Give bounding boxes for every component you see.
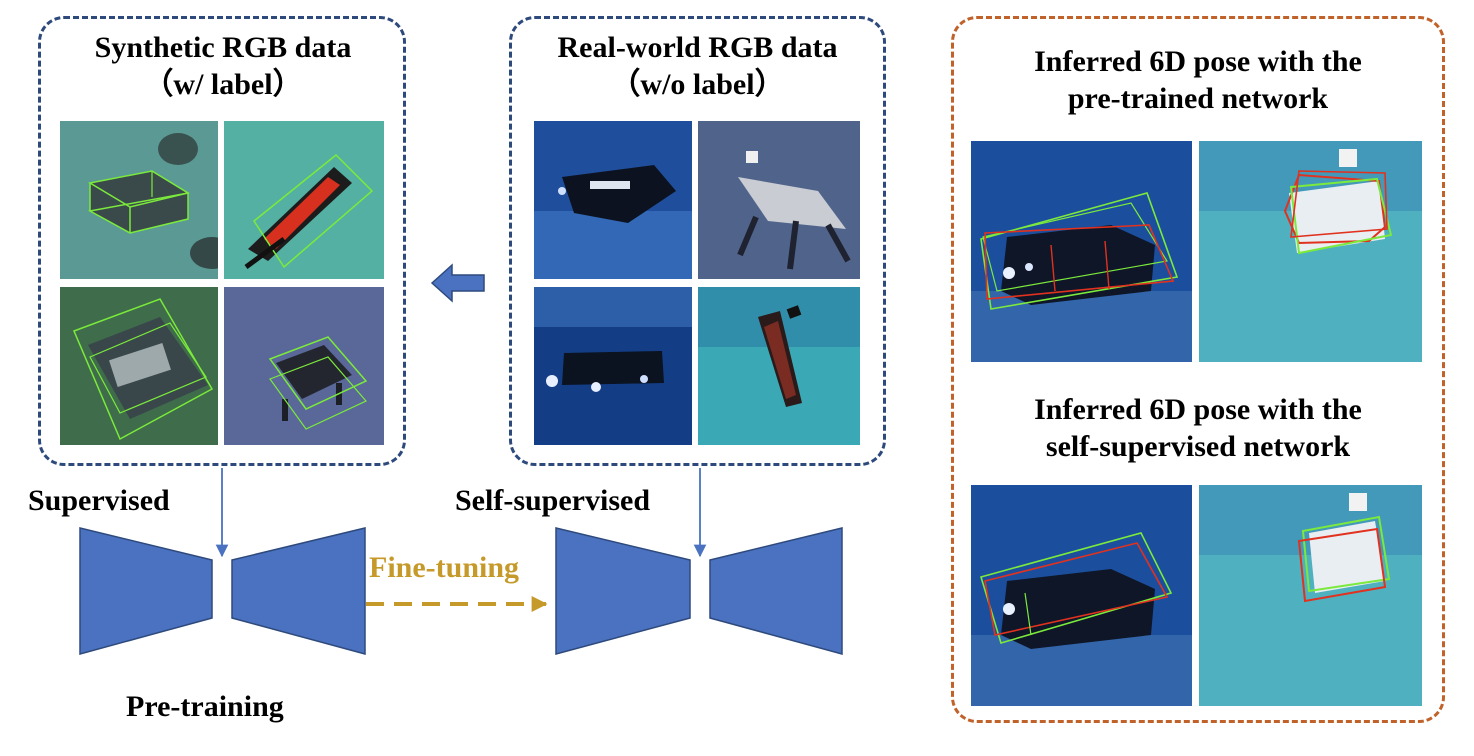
selfsup-title-line2: self-supervised network [1045, 429, 1351, 463]
real-image-4 [698, 287, 860, 445]
pretrained-title-line2: pre-trained network [1067, 81, 1329, 115]
real-data-box [509, 16, 886, 466]
decoder-right [709, 527, 843, 655]
encoder-left [79, 527, 213, 655]
encoder-right [555, 527, 691, 655]
selfsup-title-line1: Inferred 6D pose with the [1034, 393, 1362, 426]
synthetic-image-4 [224, 287, 384, 445]
synthetic-image-3 [60, 287, 218, 445]
real-title-line2: （w/o label） [610, 67, 785, 101]
pretrained-title-line1: Inferred 6D pose with the [1034, 45, 1362, 78]
synthetic-title-line2: （w/ label） [143, 67, 303, 101]
pre-training-label: Pre-training [126, 690, 284, 723]
synthetic-image-1 [60, 121, 218, 279]
self-supervised-label: Self-supervised [455, 484, 650, 517]
real-image-2 [698, 121, 860, 279]
selfsup-image-2 [1199, 485, 1422, 706]
real-title-line1: Real-world RGB data [557, 31, 838, 64]
pretrained-image-2 [1199, 141, 1422, 362]
pretrained-title: Inferred 6D pose with the pre-trained ne… [951, 44, 1445, 117]
real-title: Real-world RGB data （w/o label） [509, 30, 886, 103]
transfer-arrow-icon [430, 263, 485, 303]
synthetic-image-2 [224, 121, 384, 279]
real-image-1 [534, 121, 692, 279]
selfsup-image-1 [971, 485, 1192, 706]
decoder-left [231, 527, 366, 655]
real-image-3 [534, 287, 692, 445]
synthetic-data-box [38, 16, 406, 466]
pretrained-image-1 [971, 141, 1192, 362]
supervised-label: Supervised [28, 484, 170, 517]
selfsup-title: Inferred 6D pose with the self-supervise… [951, 392, 1445, 465]
synthetic-title: Synthetic RGB data （w/ label） [40, 30, 406, 103]
fine-tuning-label: Fine-tuning [369, 551, 520, 584]
inferred-pose-box [951, 16, 1445, 723]
synthetic-title-line1: Synthetic RGB data [94, 31, 352, 64]
